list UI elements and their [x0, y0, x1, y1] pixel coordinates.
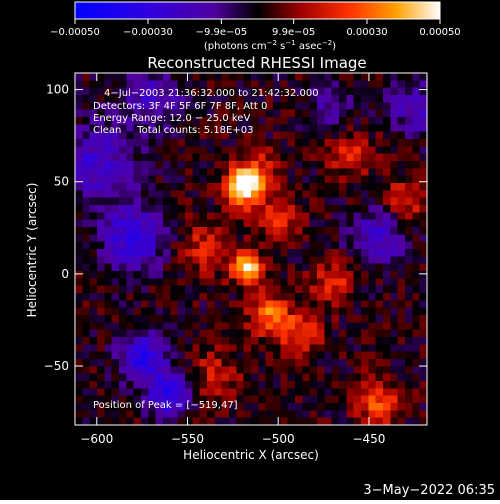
colorbar-ticks: −0.00050 −0.00030 −9.9e−05 9.9e−05 0.00030 0.… — [50, 19, 461, 38]
y-tick-label: −50 — [44, 359, 69, 373]
x-tick-label: −550 — [171, 432, 204, 446]
y-tick-label: 100 — [46, 83, 69, 97]
annotations: 4−Jul−2003 21:36:32.000 to 21:42:32.000 … — [93, 88, 319, 411]
annotation-time-range: 4−Jul−2003 21:36:32.000 to 21:42:32.000 — [104, 88, 319, 99]
colorbar-gradient — [74, 1, 441, 20]
y-tick-label: 0 — [61, 267, 69, 281]
y-axis-label: Heliocentric Y (arcsec) — [25, 183, 39, 318]
plot-frame — [74, 72, 428, 426]
x-tick-label: −600 — [80, 432, 113, 446]
colorbar: −0.00050 −0.00030 −9.9e−05 9.9e−05 0.00030 0.… — [50, 1, 461, 52]
colorbar-tick-label: 0.00030 — [346, 27, 387, 38]
x-axis-label: Heliocentric X (arcsec) — [183, 448, 319, 462]
colorbar-tick-label: −9.9e−05 — [196, 27, 248, 38]
colorbar-tick-label: −0.00050 — [50, 27, 100, 38]
chart-title: Reconstructed RHESSI Image — [147, 54, 366, 72]
annotation-clean-counts: Clean Total counts: 5.18E+03 — [93, 125, 253, 136]
colorbar-tick-label: 9.9e−05 — [272, 27, 315, 38]
x-tick-label: −500 — [262, 432, 295, 446]
peak-position-label: Position of Peak = [−519,47] — [93, 400, 238, 411]
colorbar-tick-label: −0.00030 — [123, 27, 173, 38]
annotation-detectors: Detectors: 3F 4F 5F 6F 7F 8F, Att 0 — [93, 101, 267, 112]
colorbar-units-label: (photons cm−2 s−1 asec−2) — [204, 39, 336, 52]
y-tick-label: 50 — [54, 175, 69, 189]
annotation-energy-range: Energy Range: 12.0 − 25.0 keV — [93, 113, 250, 124]
colorbar-tick-label: 0.00050 — [419, 27, 460, 38]
x-tick-label: −450 — [352, 432, 385, 446]
footer-timestamp: 3−May−2022 06:35 — [363, 483, 495, 498]
heatmap-image — [75, 73, 427, 425]
